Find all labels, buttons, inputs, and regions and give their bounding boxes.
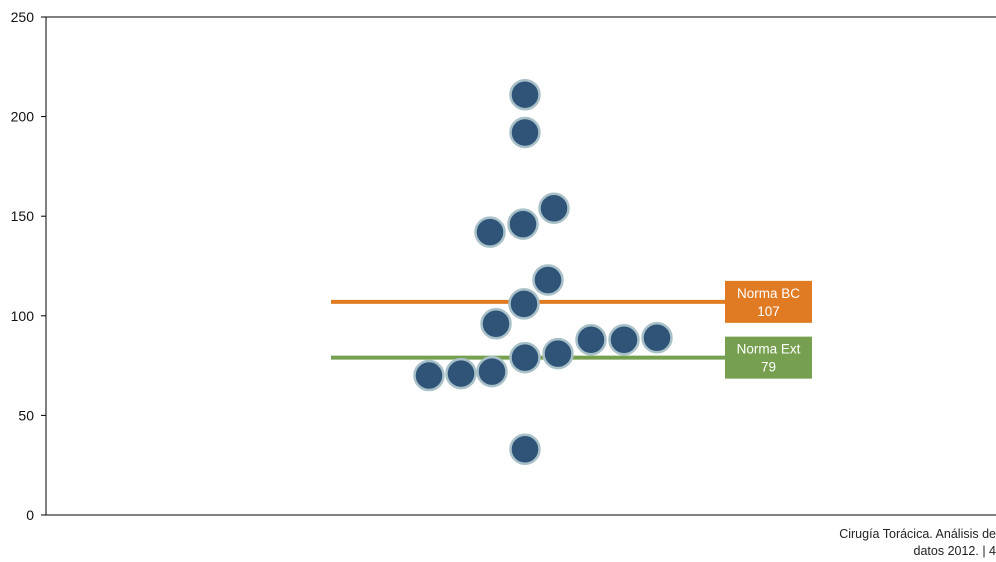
reference-label-value: 107 [757,304,780,319]
data-point [532,264,564,296]
y-tick-labels: 0 50 100 150 200 250 [11,9,35,523]
data-point [480,308,512,340]
y-tick-label: 50 [18,407,34,423]
y-tick-label: 100 [11,308,35,324]
data-point [509,78,541,111]
data-points [413,78,673,466]
data-point [538,192,570,224]
data-point [413,359,445,392]
data-point [509,341,541,374]
footer-line-2: datos 2012. | 4 [913,544,996,558]
data-point [509,433,541,466]
reference-label-name: Norma BC [737,286,800,301]
y-tick-label: 250 [11,9,35,25]
footer-line-1: Cirugía Torácica. Análisis de [839,527,996,541]
data-point [474,216,506,248]
reference-label-bc: Norma BC 107 [725,280,812,323]
data-point [508,288,540,320]
data-point [542,337,574,370]
data-point [575,323,607,356]
data-point [641,321,673,354]
data-point [509,116,541,149]
data-point [608,323,640,356]
reference-label-name: Norma Ext [737,342,801,357]
y-tick-label: 200 [11,109,35,125]
reference-label-box [725,280,812,323]
y-tick-label: 0 [26,507,34,523]
reference-label-box [725,336,812,379]
reference-label-ext: Norma Ext 79 [725,336,812,379]
axes [41,16,996,516]
reference-lines: Norma BC 107 Norma Ext 79 [331,280,812,379]
data-point [445,357,477,390]
data-point [507,208,539,240]
footer: Cirugía Torácica. Análisis de datos 2012… [796,526,996,560]
reference-label-value: 79 [761,360,776,375]
y-tick-label: 150 [11,208,35,224]
data-point [476,355,508,388]
